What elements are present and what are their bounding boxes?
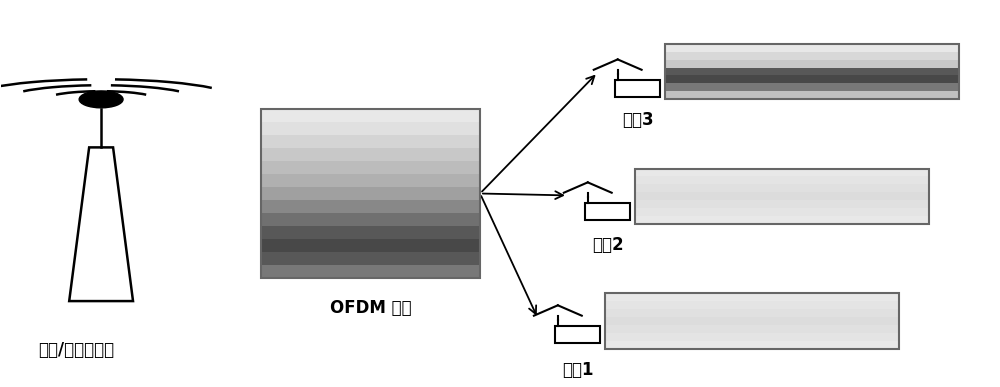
Bar [605, 293, 899, 301]
Bar [605, 333, 899, 341]
Bar [605, 309, 899, 317]
Text: OFDM 信号: OFDM 信号 [330, 299, 411, 317]
Polygon shape [69, 147, 133, 301]
Bar [635, 185, 929, 192]
Bar [665, 75, 959, 84]
Bar [665, 67, 959, 75]
Bar [261, 187, 480, 200]
Bar [261, 213, 480, 226]
Bar [665, 44, 959, 99]
Bar [605, 301, 899, 309]
Bar [635, 168, 929, 176]
Bar [261, 135, 480, 148]
Bar [635, 200, 929, 208]
Bar [261, 161, 480, 174]
Text: 用户2: 用户2 [592, 236, 624, 254]
Text: 基站/无线接入点: 基站/无线接入点 [38, 341, 114, 360]
Bar [261, 109, 480, 122]
Bar [665, 84, 959, 91]
Circle shape [79, 91, 123, 108]
Bar [261, 122, 480, 135]
Text: 用户1: 用户1 [562, 361, 594, 378]
Bar [665, 91, 959, 99]
Bar [605, 341, 899, 349]
Bar [261, 109, 480, 278]
Bar [261, 252, 480, 265]
Bar [261, 265, 480, 278]
Bar [635, 216, 929, 224]
Bar [635, 208, 929, 216]
Bar [605, 317, 899, 325]
Bar [665, 51, 959, 60]
Bar [261, 200, 480, 213]
Bar [261, 174, 480, 187]
Bar [261, 226, 480, 239]
Bar [635, 168, 929, 224]
Bar [605, 325, 899, 333]
Text: 用户3: 用户3 [622, 111, 653, 129]
Bar [665, 60, 959, 67]
Bar [585, 203, 630, 220]
Bar [635, 176, 929, 185]
Bar [665, 44, 959, 51]
Bar [635, 192, 929, 200]
Bar [261, 148, 480, 161]
Bar [615, 80, 660, 98]
Bar [261, 239, 480, 252]
Bar [605, 293, 899, 349]
Bar [555, 326, 600, 343]
